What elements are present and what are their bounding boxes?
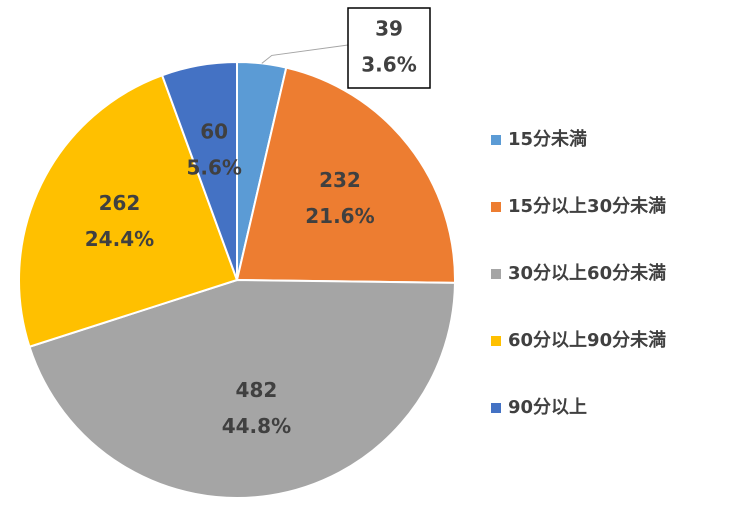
data-label: 482 xyxy=(236,378,278,402)
legend-label: 60分以上90分未満 xyxy=(508,329,666,351)
percent-label: 24.4% xyxy=(85,227,154,251)
percent-label: 5.6% xyxy=(186,156,241,180)
leader-line xyxy=(261,44,349,64)
legend-label: 90分以上 xyxy=(508,397,587,418)
data-label: 60 xyxy=(200,120,228,144)
data-label: 39 xyxy=(375,17,403,41)
pie-slice xyxy=(160,60,238,281)
percent-label: 44.8% xyxy=(222,414,291,438)
percent-label: 21.6% xyxy=(305,204,374,228)
legend-label: 30分以上60分未満 xyxy=(508,262,666,284)
legend-swatch xyxy=(491,269,501,279)
pie-slice xyxy=(28,278,456,499)
legend-swatch xyxy=(491,202,501,212)
pie-slice xyxy=(18,73,239,349)
legend-swatch xyxy=(491,336,501,346)
pie-slice xyxy=(235,66,456,284)
legend-label: 15分以上30分未満 xyxy=(508,195,666,217)
legend-swatch xyxy=(491,403,501,413)
label-box xyxy=(347,7,431,89)
legend-label: 15分未満 xyxy=(508,128,587,150)
data-label: 232 xyxy=(319,168,361,192)
percent-label: 3.6% xyxy=(361,53,416,77)
data-label: 262 xyxy=(99,191,141,215)
legend-swatch xyxy=(491,135,501,145)
